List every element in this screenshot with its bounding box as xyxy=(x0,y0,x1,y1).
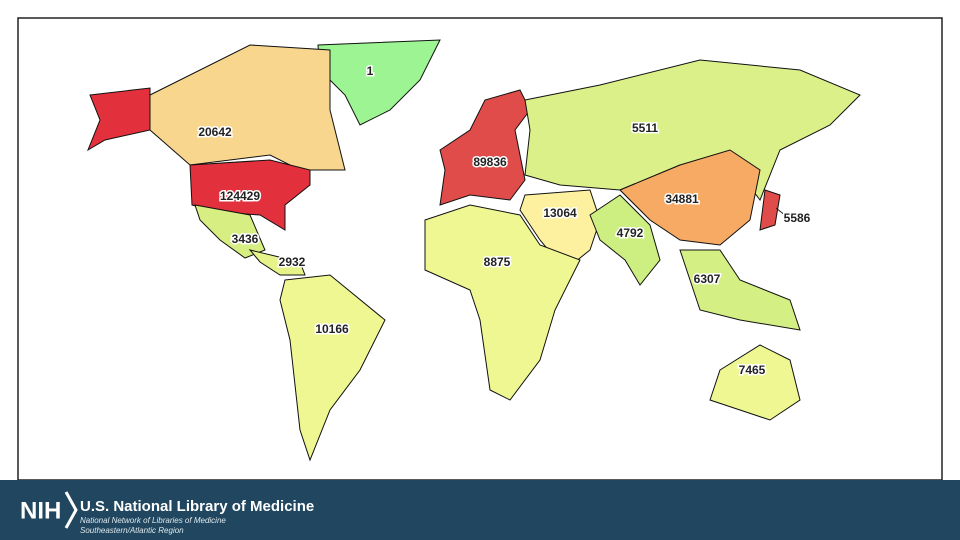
region-label: 4792 xyxy=(617,226,644,240)
region xyxy=(589,194,661,286)
region xyxy=(619,149,761,246)
region xyxy=(679,249,801,331)
region-label: 89836 xyxy=(473,155,507,169)
region xyxy=(149,44,346,171)
region xyxy=(439,89,531,206)
region-label: 8875 xyxy=(484,255,511,269)
region xyxy=(709,344,801,421)
logo-chevron xyxy=(64,491,78,529)
region-label: 2932 xyxy=(279,255,306,269)
footer-title: U.S. National Library of Medicine xyxy=(80,498,314,515)
region-label: 7465 xyxy=(739,363,766,377)
logo: NIH xyxy=(20,497,61,524)
region-label: 10166 xyxy=(315,322,349,336)
leader-line xyxy=(775,207,787,217)
footer-line: Southeastern/Atlantic Region xyxy=(80,526,184,535)
labels: 1 20642 124429 3436 2932 10166 89836 5511 13064 3… xyxy=(197,63,812,379)
map xyxy=(86,39,861,462)
footer-line: National Network of Libraries of Medicin… xyxy=(80,516,226,525)
region xyxy=(86,87,151,152)
region xyxy=(279,274,386,462)
region xyxy=(759,189,781,231)
region-label: 3436 xyxy=(232,232,259,246)
region xyxy=(248,249,306,276)
region-label: 1 xyxy=(367,64,374,78)
footer-bar xyxy=(0,480,960,540)
region-label: 5511 xyxy=(632,121,658,135)
region-label: 20642 xyxy=(198,125,232,139)
region xyxy=(524,59,861,202)
region-label: 124429 xyxy=(220,189,260,203)
region xyxy=(424,204,581,401)
region-label: 5586 xyxy=(784,211,811,225)
region-label: 34881 xyxy=(665,192,699,206)
region-label: 6307 xyxy=(694,272,721,286)
region-label: 13064 xyxy=(543,206,577,220)
region xyxy=(194,204,266,259)
